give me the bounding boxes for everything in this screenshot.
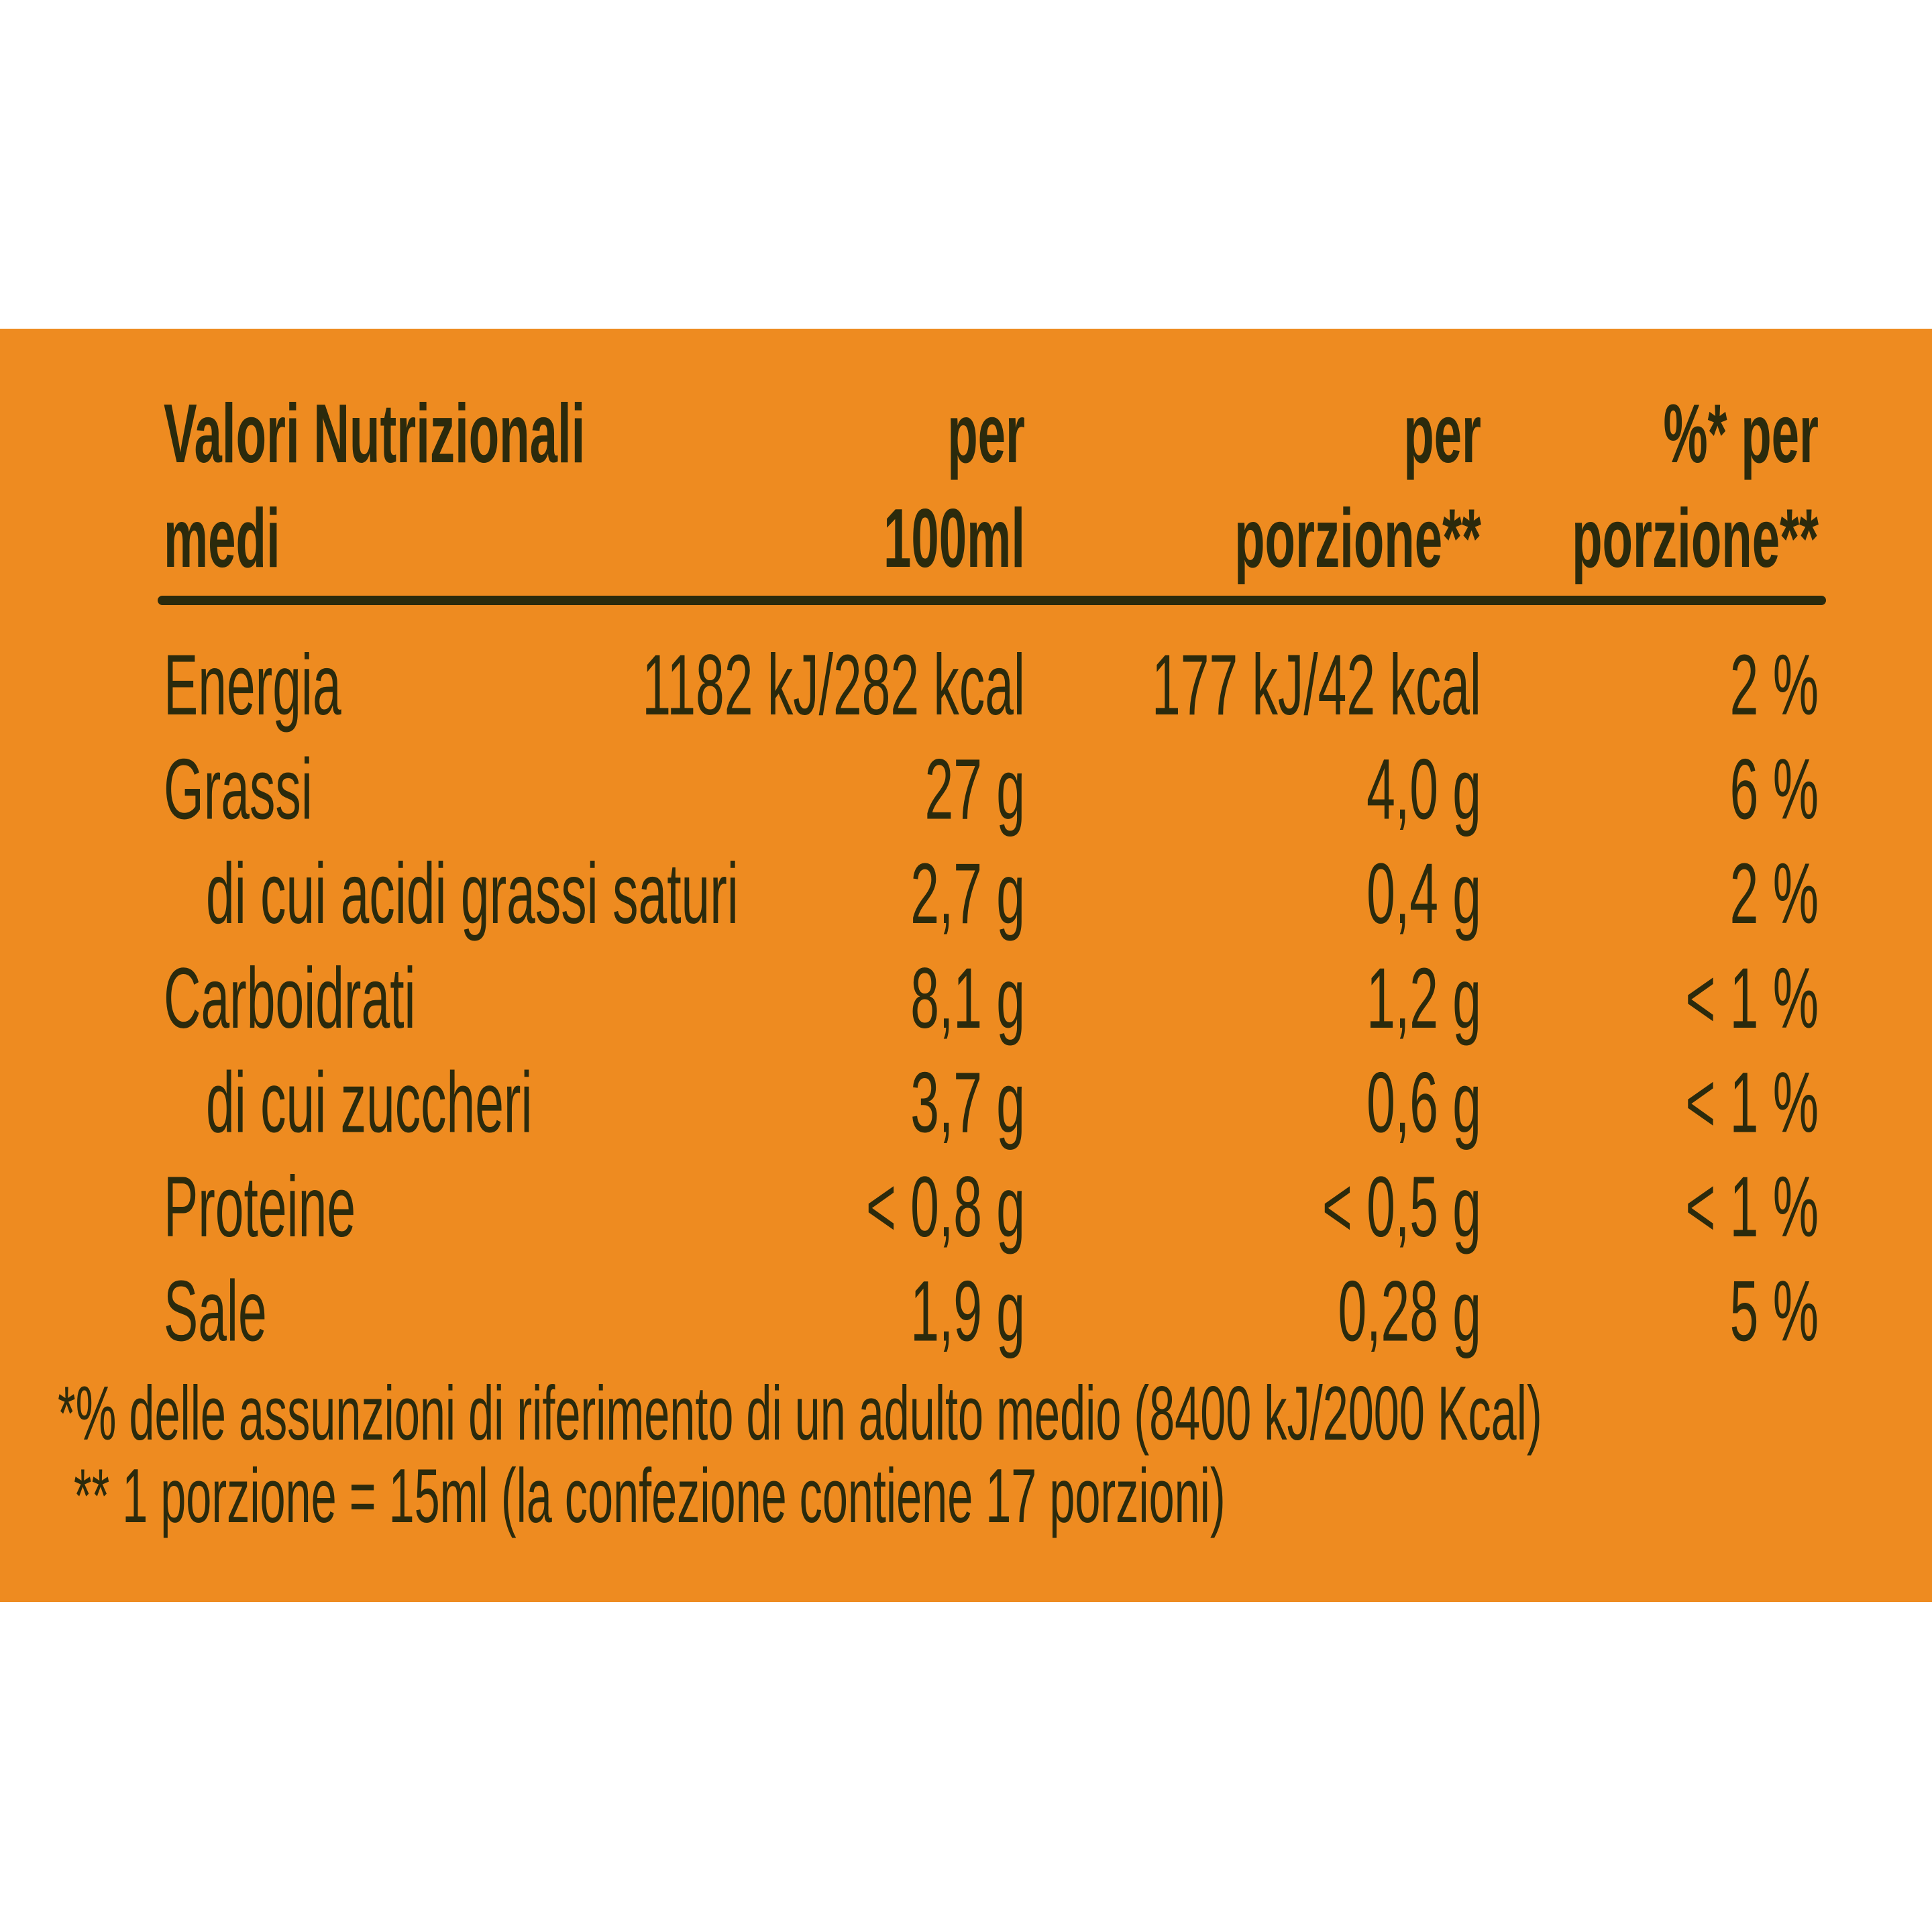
row-value: 8,1 g: [910, 951, 1025, 1046]
row-value: 4,0 g: [1366, 741, 1481, 837]
row-value: 1182 kJ/282 kcal: [642, 637, 1025, 733]
row-value: 1,2 g: [1366, 951, 1481, 1046]
header-text: porzione**: [1572, 491, 1819, 584]
row-value: < 1 %: [1685, 951, 1819, 1046]
row-label: Grassi: [164, 741, 313, 837]
header-text: %* per: [1663, 386, 1819, 480]
row-value: < 1 %: [1685, 1055, 1819, 1150]
label-panel: [0, 329, 1932, 1602]
row-value: 2 %: [1730, 637, 1819, 733]
row-value: 1,9 g: [910, 1263, 1025, 1359]
row-value: 0,4 g: [1366, 846, 1481, 942]
row-value: 2 %: [1730, 846, 1819, 942]
row-value: 0,28 g: [1338, 1263, 1481, 1359]
label-text: Valori Nutrizionali medi per 100ml per porzio…: [58, 386, 1819, 1538]
row-value: 0,6 g: [1366, 1055, 1481, 1150]
row-label: Proteine: [164, 1159, 356, 1255]
row-value: < 1 %: [1685, 1159, 1819, 1255]
header-text: 100ml: [883, 491, 1025, 584]
header-text: medi: [164, 491, 280, 584]
row-value: 3,7 g: [910, 1055, 1025, 1150]
row-label: di cui zuccheri: [206, 1055, 533, 1150]
row-label: Sale: [164, 1263, 267, 1359]
footnote: *% delle assunzioni di riferimento di un…: [58, 1371, 1542, 1456]
header-text: Valori Nutrizionali: [164, 386, 585, 480]
header-text: per: [1403, 386, 1481, 480]
header-text: per: [947, 386, 1025, 480]
row-label: Carboidrati: [164, 951, 416, 1046]
row-value: 27 g: [925, 741, 1025, 837]
row-value: 177 kJ/42 kcal: [1152, 637, 1481, 733]
footnote: ** 1 porzione = 15ml (la confezione cont…: [74, 1453, 1226, 1538]
header-text: porzione**: [1234, 491, 1481, 584]
row-value: 2,7 g: [910, 846, 1025, 942]
row-label: di cui acidi grassi saturi: [206, 846, 739, 942]
row-value: < 0,5 g: [1322, 1159, 1481, 1255]
row-value: 5 %: [1730, 1263, 1819, 1359]
row-label: Energia: [164, 637, 341, 733]
row-value: < 0,8 g: [866, 1159, 1025, 1255]
row-value: 6 %: [1730, 741, 1819, 837]
